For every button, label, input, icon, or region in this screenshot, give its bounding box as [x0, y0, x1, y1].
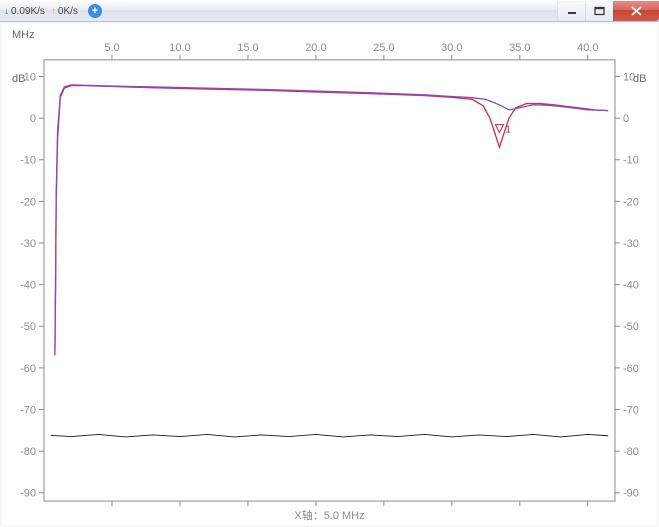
x-unit-label: MHz	[12, 29, 35, 41]
y-tick-label-r: -10	[623, 155, 639, 167]
y-tick-label-l: -20	[20, 196, 36, 208]
x-tick-label: 5.0	[104, 42, 119, 54]
y-tick-label-l: -10	[20, 155, 36, 167]
upload-icon: ↑	[51, 6, 56, 17]
net-upload: ↑ 0K/s	[51, 6, 78, 17]
minimize-button[interactable]	[557, 1, 585, 21]
app-window: ↓ 0.09K/s ↑ 0K/s + 5.0 10.0 15.0 20.0 25.0 30…	[0, 0, 659, 527]
upload-speed: 0K/s	[58, 6, 78, 17]
y-tick-label-l: -30	[20, 238, 36, 250]
y-tick-label-r: -60	[623, 363, 639, 375]
y-tick-label-l: -40	[20, 280, 36, 292]
y-tick-label-l: -90	[20, 488, 36, 500]
y-tick-label-l: -70	[20, 405, 36, 417]
titlebar[interactable]: ↓ 0.09K/s ↑ 0K/s +	[0, 0, 659, 22]
close-icon	[631, 6, 642, 16]
y-tick-label-r: -20	[623, 196, 639, 208]
plus-icon[interactable]: +	[88, 4, 102, 18]
y-tick-label-r: -80	[623, 446, 639, 458]
x-tick-label: 10.0	[169, 42, 190, 54]
x-tick-label: 15.0	[237, 42, 258, 54]
net-download: ↓ 0.09K/s	[4, 6, 45, 17]
y-tick-label-r: -90	[623, 488, 639, 500]
y-tick-label-l: -80	[20, 446, 36, 458]
close-button[interactable]	[613, 1, 659, 21]
y-tick-label-r: -70	[623, 405, 639, 417]
y-tick-label-r: 0	[623, 113, 629, 125]
y-tick-label-r: -40	[623, 280, 639, 292]
x-axis-footer-label: X轴：5.0 MHz	[294, 508, 364, 522]
chart-container: 5.010.015.020.025.030.035.040.0101000-10…	[2, 24, 657, 525]
download-speed: 0.09K/s	[11, 6, 45, 17]
x-tick-label: 30.0	[441, 42, 462, 54]
x-tick-label: 40.0	[577, 42, 598, 54]
x-tick-label: 35.0	[509, 42, 530, 54]
x-tick-label: 25.0	[373, 42, 394, 54]
minimize-icon	[567, 6, 577, 16]
chart-bg	[2, 24, 657, 525]
y-unit-left: dB	[12, 73, 25, 85]
y-tick-label-r: -50	[623, 321, 639, 333]
y-tick-label-r: -30	[623, 238, 639, 250]
y-tick-label-l: 10	[24, 72, 36, 84]
x-tick-label: 20.0	[305, 42, 326, 54]
maximize-icon	[594, 6, 605, 16]
client-area: 5.010.015.020.025.030.035.040.0101000-10…	[0, 22, 659, 527]
download-icon: ↓	[4, 6, 9, 17]
marker-label: 1	[505, 125, 511, 136]
maximize-button[interactable]	[585, 1, 613, 21]
y-unit-right: dB	[633, 73, 646, 85]
y-tick-label-l: 0	[30, 113, 36, 125]
y-tick-label-l: -50	[20, 321, 36, 333]
window-controls	[557, 1, 659, 21]
y-tick-label-l: -60	[20, 363, 36, 375]
frequency-response-chart: 5.010.015.020.025.030.035.040.0101000-10…	[2, 24, 657, 525]
